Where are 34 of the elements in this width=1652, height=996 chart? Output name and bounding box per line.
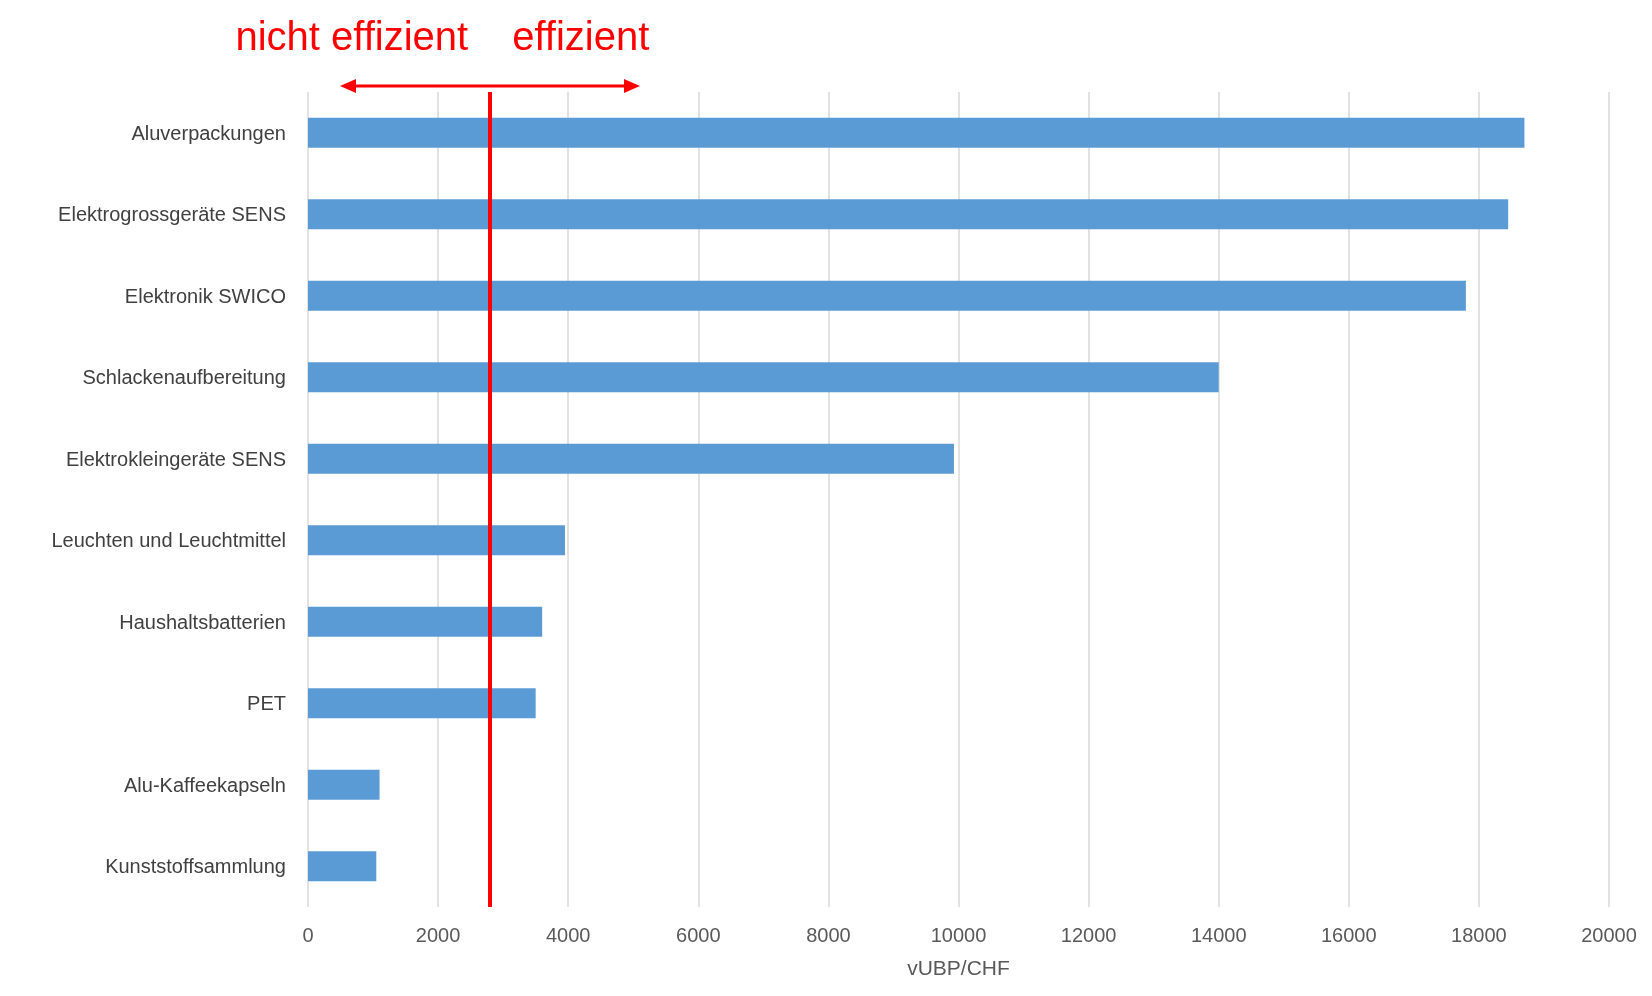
x-axis-title: vUBP/CHF	[907, 956, 1010, 979]
x-tick-label: 6000	[676, 924, 721, 946]
bar	[308, 851, 377, 882]
bar	[308, 525, 565, 556]
bar	[308, 280, 1466, 311]
bar	[308, 443, 954, 474]
x-tick-label: 4000	[545, 924, 591, 946]
bar	[308, 769, 380, 800]
x-tick-label: 0	[302, 924, 314, 946]
text: nicht effizient	[235, 14, 469, 58]
y-tick-label: Kunststoffsammlung	[105, 855, 286, 878]
y-tick-label: Aluverpackungen	[131, 121, 286, 144]
x-tick-label: 12000	[1060, 924, 1117, 946]
x-tick-label: 10000	[930, 924, 987, 946]
y-tick-label: Elektrogrossgeräte SENS	[58, 203, 286, 226]
bar	[308, 606, 543, 637]
y-tick-label: Elektrokleingeräte SENS	[65, 447, 286, 470]
y-tick-label: Elektronik SWICO	[124, 284, 286, 307]
x-tick-label: 20000	[1581, 924, 1637, 946]
y-tick-label: Schlackenaufbereitung	[82, 366, 286, 389]
bar	[308, 117, 1525, 148]
y-tick-label: Alu-Kaffeekapseln	[124, 773, 286, 796]
x-tick-label: 18000	[1451, 924, 1507, 946]
y-tick-label: Leuchten und Leuchtmittel	[51, 529, 286, 552]
text: effizient	[512, 14, 650, 58]
y-tick-label: Haushaltsbatterien	[119, 610, 286, 633]
bar	[308, 199, 1509, 230]
y-tick-label: PET	[247, 692, 286, 715]
bar	[308, 362, 1219, 393]
x-tick-label: 8000	[806, 924, 851, 946]
x-tick-label: 16000	[1320, 924, 1377, 946]
bar	[308, 688, 536, 719]
x-tick-label: 14000	[1190, 924, 1247, 946]
x-tick-label: 2000	[415, 924, 461, 946]
